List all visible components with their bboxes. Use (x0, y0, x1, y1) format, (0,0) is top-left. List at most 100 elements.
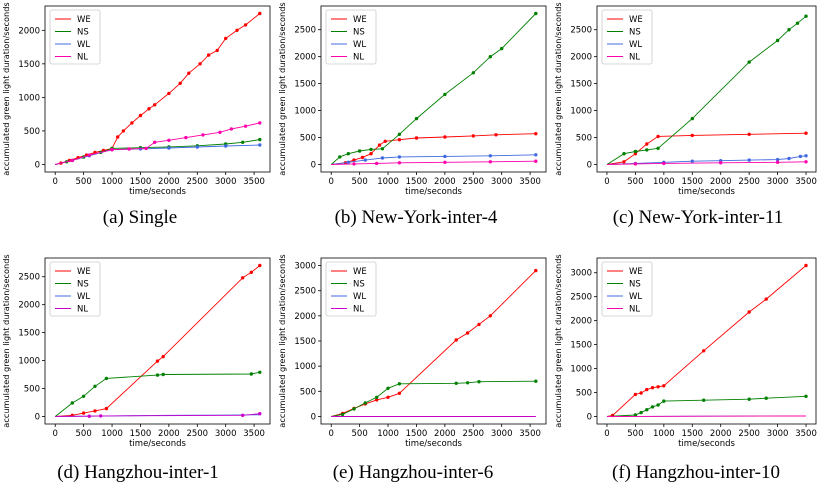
y-tick-label: 0 (587, 160, 592, 170)
y-tick-label: 1000 (294, 362, 316, 372)
data-point-nl (443, 160, 447, 164)
y-tick-label: 500 (576, 134, 592, 144)
data-point-wl (443, 154, 447, 159)
series-line-we (55, 265, 261, 417)
legend-box (325, 9, 377, 65)
y-tick-label: 2500 (570, 293, 592, 303)
y-tick-label: 2500 (18, 273, 40, 283)
x-tick-label: 1500 (681, 177, 703, 187)
data-point-we (258, 11, 262, 16)
legend: WE NS WL NL (49, 9, 101, 65)
data-point-nl (70, 158, 75, 163)
data-point-wl (346, 160, 350, 164)
data-point-ns (477, 380, 481, 384)
data-point-nl (243, 124, 248, 128)
data-point-we (116, 135, 120, 139)
y-tick-label: 1000 (18, 93, 40, 103)
y-tick-label: 1500 (570, 341, 592, 351)
series-line-we (606, 265, 807, 417)
data-point-we (645, 142, 649, 146)
series-line-ns (54, 371, 260, 417)
x-tick-label: 1500 (130, 429, 152, 439)
data-point-ns (386, 386, 390, 390)
x-tick-label: 0 (53, 429, 58, 439)
y-tick-label: 500 (300, 387, 316, 397)
data-point-wl (534, 153, 538, 157)
x-tick-label: 500 (352, 429, 368, 439)
x-tick-label: 3000 (767, 429, 789, 439)
series-line-ns (606, 395, 807, 417)
y-tick-label: 3000 (570, 269, 592, 279)
data-point-nl (258, 412, 262, 416)
caption-f: (f) Hangzhou-inter-10 (612, 462, 780, 483)
data-point-ns (81, 394, 86, 398)
x-tick-label: 2500 (738, 429, 760, 439)
x-tick-label: 1000 (653, 429, 675, 439)
legend-label-we: WE (353, 267, 367, 277)
legend-box (325, 261, 377, 317)
legend-label-wl: WL (629, 40, 642, 50)
legend-label-ns: NS (629, 28, 641, 38)
y-tick-label: 2000 (294, 312, 316, 322)
x-tick-label: 2000 (434, 177, 456, 187)
data-point-we (206, 53, 211, 57)
legend: WE NS WL NL (325, 9, 377, 65)
data-point-we (377, 143, 382, 147)
data-point-nl (110, 148, 114, 152)
data-point-we (494, 133, 498, 137)
data-point-ns (690, 116, 694, 121)
data-point-ns (104, 376, 109, 381)
series-line-we (331, 133, 536, 165)
data-point-nl (375, 161, 379, 166)
data-point-we (258, 263, 262, 268)
x-axis-label: time/seconds (678, 439, 735, 449)
legend-label-nl: NL (353, 53, 364, 63)
y-tick-label: 1000 (570, 365, 592, 375)
x-tick-label: 500 (352, 177, 368, 187)
data-point-we (477, 322, 481, 327)
axes-frame (44, 257, 271, 425)
data-point-we (804, 263, 808, 268)
x-tick-label: 500 (627, 429, 643, 439)
data-point-ns (645, 148, 649, 152)
series-line-we (331, 270, 537, 417)
x-tick-label: 1500 (406, 429, 428, 439)
data-point-wl (224, 144, 228, 148)
chart-single: 0 500 1000 1500 2000 2500 3000 3500 0 500 1000 1500… (1, 2, 271, 197)
legend-label-we: WE (629, 15, 643, 25)
data-point-nl (258, 121, 262, 125)
x-tick-label: 3500 (795, 177, 817, 187)
data-point-ns (747, 60, 751, 64)
series-line-nl (55, 122, 260, 165)
x-tick-label: 2500 (462, 429, 484, 439)
data-point-ns (340, 412, 345, 417)
data-point-we (488, 314, 492, 318)
x-tick-label: 2000 (434, 429, 456, 439)
data-point-ns (465, 381, 470, 385)
chart-hangzhou-inter-1: 0 500 1000 1500 2000 2500 3000 3500 0 500 1000 1500… (1, 254, 271, 449)
legend-label-ns: NS (629, 280, 641, 290)
data-point-we (360, 155, 365, 160)
legend: WE NS WL NL (601, 9, 653, 65)
x-tick-label: 3500 (795, 429, 817, 439)
plot-area (606, 263, 808, 418)
data-point-we (662, 384, 666, 388)
data-point-we (187, 71, 191, 75)
series-line-wl (331, 154, 536, 165)
data-point-nl (488, 160, 492, 164)
caption-a: (a) Single (102, 207, 178, 228)
y-tick-label: 500 (576, 389, 592, 399)
x-tick-label: 3000 (215, 177, 237, 187)
data-point-we (224, 36, 228, 41)
x-tick-label: 3000 (767, 177, 789, 187)
legend-label-we: WE (77, 15, 91, 25)
x-tick-label: 1000 (101, 429, 123, 439)
data-point-nl (229, 127, 234, 131)
data-point-ns (534, 11, 538, 16)
x-tick-label: 2000 (710, 177, 732, 187)
x-tick-label: 0 (329, 429, 334, 439)
y-axis-label: accumulated green light duration/seconds (553, 2, 563, 175)
data-point-ns (500, 46, 504, 51)
chart-hangzhou-inter-10: 0 500 1000 1500 2000 2500 3000 3500 0 500 1000 1500… (553, 254, 817, 449)
x-tick-label: 1500 (130, 177, 152, 187)
